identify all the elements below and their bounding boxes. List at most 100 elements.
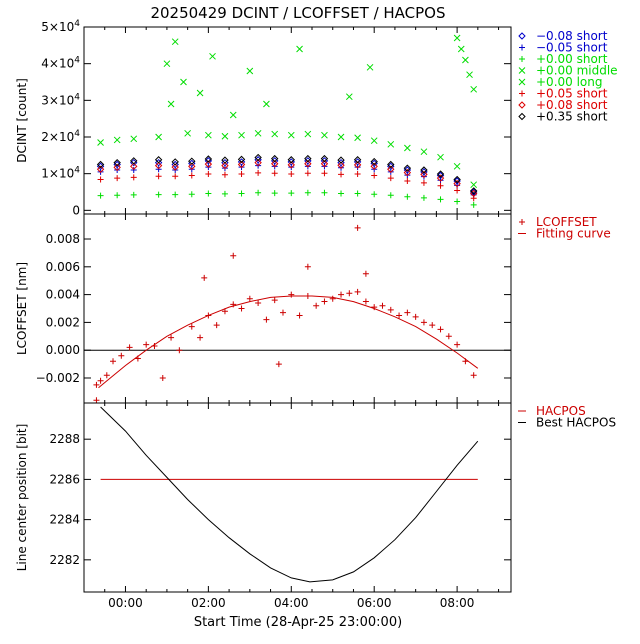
data-point [143, 341, 150, 348]
legend-label: +0.00 middle [536, 64, 618, 78]
data-point [130, 174, 137, 181]
data-point [420, 148, 428, 156]
x-tick-label: 04:00 [274, 596, 309, 610]
data-point [304, 170, 311, 177]
data-point [288, 171, 295, 178]
legend-label: −0.05 short [536, 41, 608, 55]
data-point [371, 304, 378, 311]
data-point [420, 179, 427, 186]
series-line [100, 406, 479, 583]
data-point [110, 358, 117, 365]
y-tick-label: 3×104 [41, 92, 80, 107]
legend-symbol [518, 78, 526, 86]
data-point [470, 181, 478, 189]
data-point [221, 132, 229, 140]
data-point [354, 171, 361, 178]
data-point [155, 133, 162, 141]
data-point [254, 129, 262, 137]
legend-symbol [519, 219, 525, 225]
data-point [454, 341, 461, 348]
data-point [163, 60, 171, 68]
data-point [436, 170, 445, 178]
data-point [270, 160, 279, 168]
data-point [255, 189, 262, 196]
data-point [130, 157, 138, 165]
data-point [420, 173, 427, 180]
legend-symbol [519, 90, 525, 97]
data-point [176, 347, 183, 354]
data-point [93, 381, 100, 388]
data-point [320, 154, 329, 163]
data-point [404, 193, 411, 200]
data-point [229, 111, 237, 119]
series-line [98, 295, 479, 389]
legend-symbol [519, 44, 525, 51]
series-2 [97, 189, 477, 208]
data-point [205, 190, 212, 197]
y-axis-label: LCOFFSET [nm] [15, 262, 29, 355]
data-point [370, 137, 378, 145]
data-point [470, 201, 477, 208]
series-3 [97, 38, 478, 189]
data-point [97, 176, 104, 183]
data-point [420, 170, 428, 179]
data-point [126, 344, 133, 351]
data-point [354, 190, 361, 197]
data-point [155, 173, 162, 180]
data-point [263, 100, 270, 108]
dcint-panel: 0 1×104 2×104 3×104 4×104 5×104 DCINT [count] −… [15, 19, 618, 217]
data-point [338, 171, 345, 178]
data-point [255, 299, 262, 306]
data-point [362, 270, 369, 277]
data-point [254, 153, 262, 162]
data-point [205, 131, 212, 139]
legend-label: HACPOS [536, 404, 586, 418]
data-point [457, 45, 465, 53]
data-point [113, 158, 121, 167]
data-point [130, 135, 138, 143]
data-point [354, 134, 361, 142]
data-point [171, 163, 179, 171]
data-point [287, 131, 295, 139]
data-point [387, 160, 395, 169]
data-point [371, 172, 378, 179]
data-point [197, 334, 204, 341]
data-point [354, 164, 361, 171]
data-point [171, 38, 179, 46]
data-point [445, 333, 452, 340]
data-point [437, 196, 444, 203]
data-point [287, 161, 295, 169]
data-point [168, 334, 175, 341]
data-point [237, 160, 246, 169]
data-point [237, 155, 246, 164]
data-point [130, 191, 137, 198]
data-point [221, 161, 229, 170]
data-point [453, 34, 461, 42]
data-point [370, 162, 378, 171]
data-point [238, 305, 245, 312]
series-7 [96, 153, 478, 195]
data-point [379, 302, 386, 309]
data-point [345, 93, 353, 101]
data-point [470, 85, 478, 93]
data-point [338, 291, 345, 298]
data-point [437, 182, 444, 189]
legend-symbol [518, 32, 526, 40]
data-point [254, 158, 262, 167]
data-point [337, 133, 345, 141]
data-point [204, 155, 213, 163]
data-point [387, 192, 394, 199]
data-point [371, 191, 378, 198]
y-axis-label: DCINT [count] [15, 78, 29, 163]
data-point [184, 129, 191, 137]
data-point [437, 153, 444, 161]
data-point [221, 171, 228, 178]
data-point [321, 298, 328, 305]
data-point [287, 156, 295, 164]
data-point [255, 169, 262, 176]
data-point [113, 136, 121, 144]
data-point [437, 177, 444, 184]
data-point [370, 157, 378, 166]
data-point [288, 164, 295, 171]
data-point [167, 100, 175, 108]
